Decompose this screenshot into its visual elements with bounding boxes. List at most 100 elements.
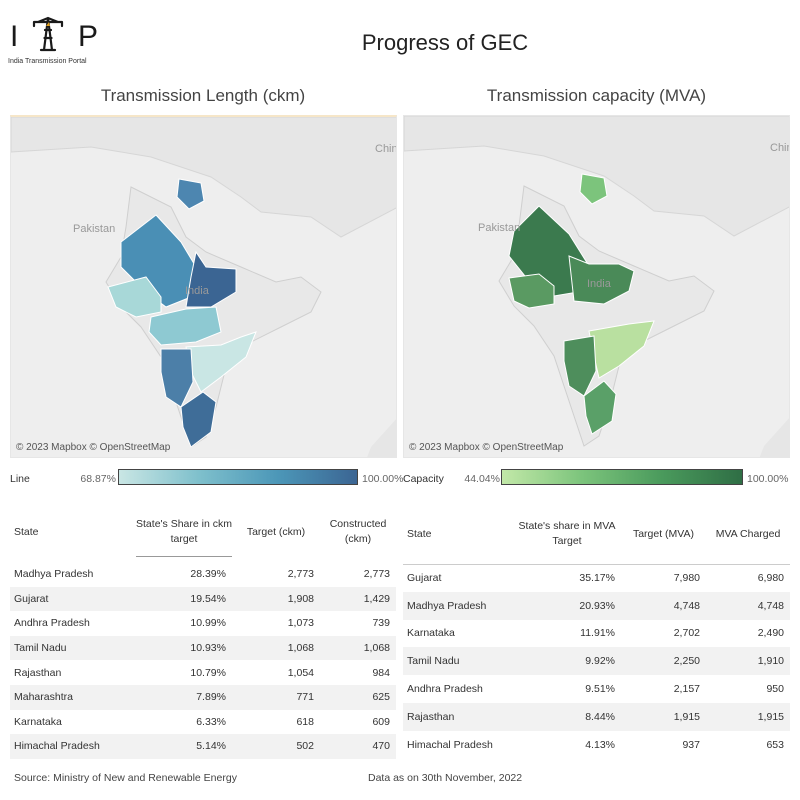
column-header[interactable]: State [14,525,39,538]
state-cell: Andhra Pradesh [14,617,90,630]
state-cell: Himachal Pradesh [10,734,136,759]
map-label-pakistan: Pakistan [478,222,521,234]
itp-logo[interactable]: I P India Transmission Portal [8,14,108,70]
region-madhya-pradesh[interactable] [185,250,237,308]
value-cell: 470 [320,734,396,759]
region-gujarat[interactable] [508,273,555,309]
value-cell: 1,915 [706,702,790,731]
value-cell: 7.89% [136,684,232,710]
value-cell: 2,773 [287,568,314,581]
state-cell: Gujarat [407,572,442,585]
map-label-india: India [587,278,611,290]
table-row[interactable]: Gujarat 35.17% 7,980 6,980 [403,564,790,592]
state-cell: Rajasthan [403,702,513,731]
legend-min: 44.04% [464,473,500,485]
region-maharashtra[interactable] [148,306,222,346]
legend-max: 100.00% [747,473,789,485]
column-header[interactable]: Target (MVA) [632,527,695,540]
map-attribution[interactable]: © 2023 Mapbox © OpenStreetMap [16,442,171,453]
transmission-length-map[interactable]: Pakistan India Chin © 2023 Mapbox © Open… [10,115,397,458]
table-row[interactable]: Karnataka 11.91% 2,702 2,490 [403,620,790,648]
state-cell: Gujarat [10,586,136,612]
value-cell: 35.17% [579,572,615,585]
data-as-of-note: Data as on 30th November, 2022 [368,772,523,784]
region-gujarat[interactable] [107,276,162,318]
page-title: Progress of GEC [361,30,529,55]
value-cell: 2,773 [363,568,390,581]
state-cell: Madhya Pradesh [403,591,513,620]
value-cell: 950 [766,683,784,696]
value-cell: 1,908 [232,586,320,612]
value-cell: 10.79% [190,666,226,679]
legend-title: Capacity [403,473,444,485]
table-row[interactable]: Tamil Nadu 10.93% 1,068 1,068 [10,635,396,661]
india-map-capacity[interactable] [404,116,790,458]
legend-gradient-bar [501,469,743,485]
table-row[interactable]: Madhya Pradesh 20.93% 4,748 4,748 [403,591,790,620]
value-cell: 6,980 [757,572,784,585]
column-header[interactable]: State's Share in ckm target [136,508,232,557]
legend-min: 68.87% [80,473,116,485]
region-himachal-pradesh[interactable] [176,178,205,210]
table-row[interactable]: Gujarat 19.54% 1,908 1,429 [10,586,396,612]
region-tamil-nadu[interactable] [583,380,617,435]
value-cell: 7,980 [673,572,700,585]
transmission-length-table: State State's Share in ckm target Target… [10,508,396,759]
table-row[interactable]: Andhra Pradesh 10.99% 1,073 739 [10,611,396,636]
value-cell: 771 [232,684,320,710]
map-attribution[interactable]: © 2023 Mapbox © OpenStreetMap [409,442,564,453]
table-row[interactable]: Rajasthan 10.79% 1,054 984 [10,660,396,685]
state-cell: Karnataka [14,715,62,728]
transmission-capacity-map[interactable]: Pakistan India Chin © 2023 Mapbox © Open… [403,115,790,458]
logo-letter-p: P [78,20,101,53]
value-cell: 937 [682,738,700,751]
value-cell: 8.44% [513,702,621,731]
value-cell: 6.33% [196,715,226,728]
table-row[interactable]: Madhya Pradesh 28.39% 2,773 2,773 [10,562,396,587]
legend-max: 100.00% [362,473,404,485]
transmission-length-title: Transmission Length (ckm) [100,86,306,105]
value-cell: 10.99% [190,617,226,630]
state-cell: Tamil Nadu [10,635,136,661]
capacity-legend: Capacity 44.04% 100.00% [403,469,793,489]
value-cell: 1,910 [706,647,790,676]
region-andhra-pradesh[interactable] [185,331,257,393]
table-row[interactable]: Andhra Pradesh 9.51% 2,157 950 [403,675,790,703]
state-cell: Andhra Pradesh [407,683,483,696]
value-cell: 739 [372,617,390,630]
column-header[interactable]: Constructed (ckm) [329,518,387,545]
value-cell: 984 [372,666,390,679]
value-cell: 11.91% [580,627,615,640]
table-row[interactable]: Himachal Pradesh 4.13% 937 653 [403,731,790,759]
table-row[interactable]: Tamil Nadu 9.92% 2,250 1,910 [403,647,790,676]
value-cell: 1,073 [287,617,314,630]
india-map-length[interactable] [11,117,397,458]
table-row[interactable]: Karnataka 6.33% 618 609 [10,710,396,735]
state-cell: Madhya Pradesh [14,568,94,581]
region-madhya-pradesh[interactable] [568,255,635,305]
value-cell: 1,068 [232,635,320,661]
table-row[interactable]: Himachal Pradesh 5.14% 502 470 [10,734,396,759]
value-cell: 10.93% [136,635,232,661]
value-cell: 4,748 [706,591,790,620]
region-tamil-nadu[interactable] [180,391,217,448]
column-header[interactable]: State [407,527,432,540]
value-cell: 9.51% [585,683,615,696]
region-himachal-pradesh[interactable] [579,173,608,205]
value-cell: 2,490 [757,627,784,640]
map-label-china: Chin [770,142,789,154]
value-cell: 20.93% [513,591,621,620]
value-cell: 618 [296,715,314,728]
table-row[interactable]: Rajasthan 8.44% 1,915 1,915 [403,702,790,731]
value-cell: 1,915 [621,702,706,731]
column-header[interactable]: Target (ckm) [246,525,306,538]
state-cell: Tamil Nadu [403,647,513,676]
logo-subtitle: India Transmission Portal [8,58,87,65]
column-header[interactable]: MVA Charged [715,527,781,540]
source-note: Source: Ministry of New and Renewable En… [14,772,237,784]
value-cell: 9.92% [513,647,621,676]
table-row[interactable]: Maharashtra 7.89% 771 625 [10,684,396,710]
column-header[interactable]: State's share in MVA Target [518,520,616,547]
map-label-pakistan: Pakistan [73,223,116,235]
map-label-india: India [185,285,209,297]
